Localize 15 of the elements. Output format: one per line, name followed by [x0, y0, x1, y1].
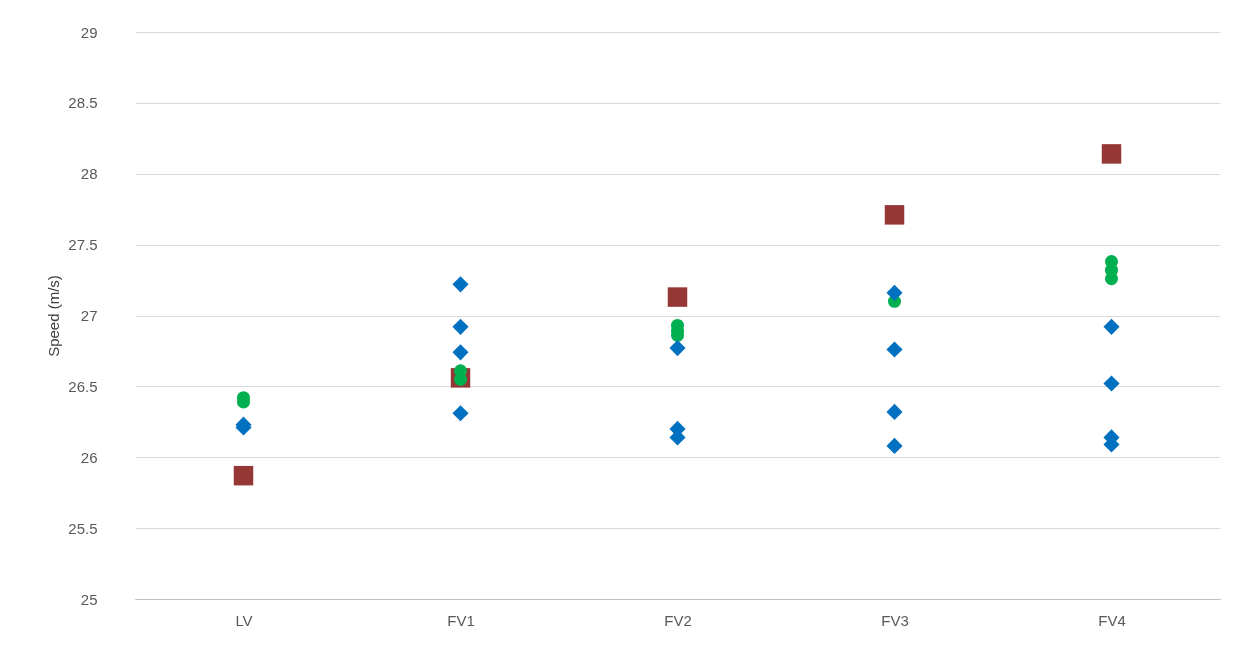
- y-tick-label: 28: [80, 165, 98, 183]
- y-tick-label: 28.5: [68, 94, 98, 112]
- y-tick-label: 26.5: [68, 377, 98, 395]
- y-tick-label: 26: [80, 448, 98, 466]
- y-tick-label: 29: [80, 23, 98, 41]
- x-tick-label: FV2: [664, 611, 692, 629]
- y-tick-label: 27.5: [68, 236, 98, 254]
- y-tick-label: 25: [80, 590, 98, 608]
- x-tick-label: FV1: [447, 611, 475, 629]
- y-tick-label: 25.5: [68, 519, 98, 537]
- x-tick-label: FV4: [1098, 611, 1126, 629]
- y-axis-title: Speed (m/s): [45, 275, 63, 357]
- x-tick-label: FV3: [881, 611, 909, 629]
- y-tick-label: 27: [80, 307, 98, 324]
- x-tick-label: LV: [235, 611, 253, 629]
